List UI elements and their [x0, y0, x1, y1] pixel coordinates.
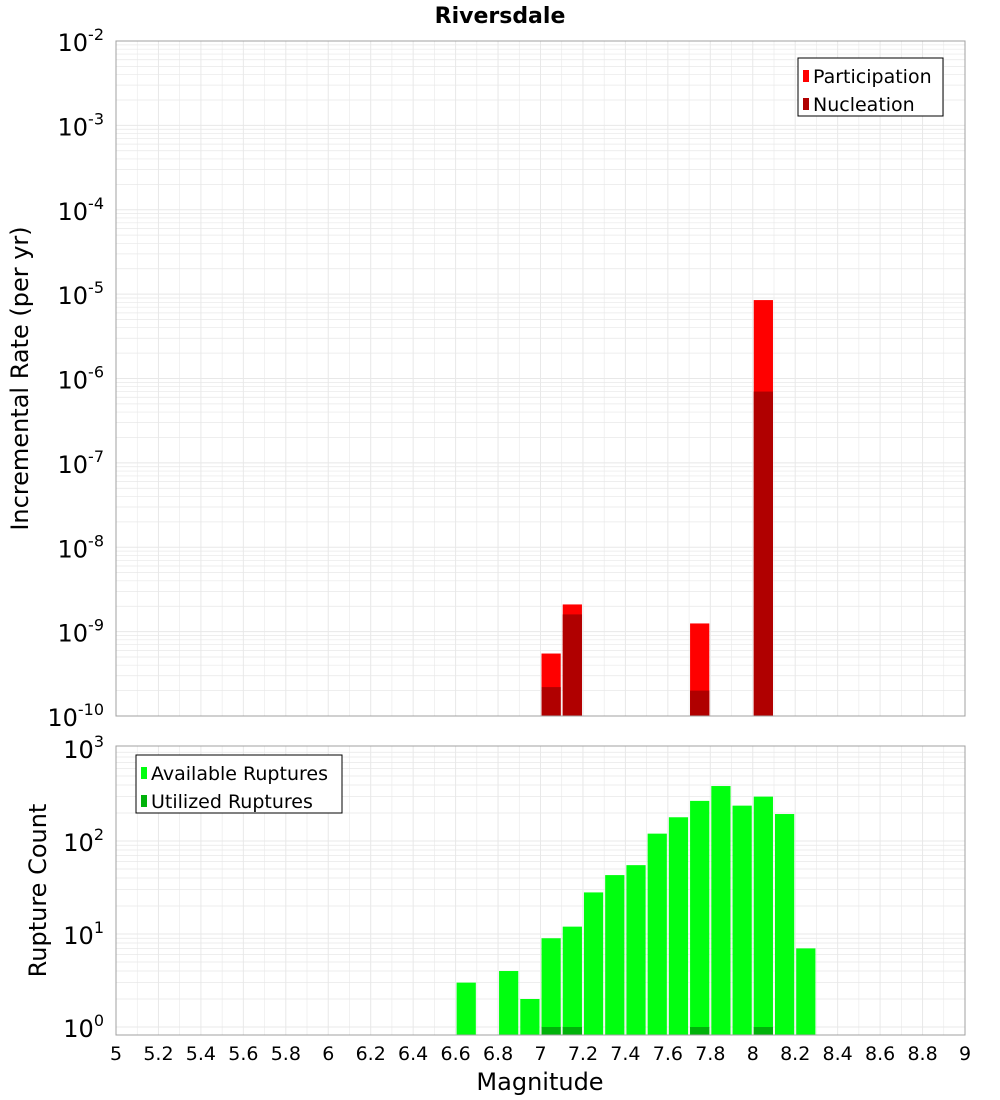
plot-frame [115, 40, 966, 717]
x-tick-label: 5 [110, 1043, 122, 1065]
legend-swatch [803, 98, 809, 110]
available-ruptures-bar [647, 833, 667, 1035]
plot-frame [115, 745, 966, 1036]
available-ruptures-bar [456, 982, 476, 1035]
available-ruptures-bar [732, 805, 752, 1035]
y-tick-label: 103 [63, 732, 104, 764]
x-tick-label: 6.6 [440, 1043, 470, 1065]
y-axis-label: Incremental Rate (per yr) [6, 226, 34, 530]
available-ruptures-bar [562, 926, 582, 1035]
legend-box [135, 754, 343, 814]
nucleation-bar [753, 391, 773, 716]
x-tick-label: 7.2 [568, 1043, 598, 1065]
y-tick-label: 10-10 [47, 700, 104, 732]
y-tick-label: 100 [63, 1011, 104, 1043]
x-tick-label: 8.2 [780, 1043, 810, 1065]
legend-swatch [141, 767, 147, 779]
available-ruptures-bar [668, 817, 689, 1035]
rate-panel: 10-10 10-9 10-8 10-7 10-6 10-5 10-4 10-3 10-2 Inc… [6, 25, 966, 732]
x-tick-label: 8 [747, 1043, 759, 1065]
available-ruptures-bar [520, 999, 540, 1035]
y-tick-label: 10-4 [58, 194, 105, 226]
x-axis-label: Magnitude [476, 1068, 603, 1096]
utilized-ruptures-bar [690, 1027, 710, 1035]
available-ruptures-bar [711, 786, 731, 1035]
legend-label: Nucleation [813, 94, 915, 116]
x-tick-label: 7.6 [653, 1043, 683, 1065]
y-tick-label: 101 [63, 918, 104, 950]
x-tick-label: 6.4 [398, 1043, 428, 1065]
legend-label: Utilized Ruptures [151, 791, 313, 813]
x-tick-label: 6.8 [483, 1043, 513, 1065]
legend-box [797, 57, 944, 117]
nucleation-bar [562, 614, 582, 716]
available-ruptures-bar [690, 800, 710, 1035]
y-axis-label: Rupture Count [24, 804, 52, 978]
utilized-ruptures-bar [562, 1027, 582, 1035]
x-tick-label: 9 [959, 1043, 971, 1065]
x-tick-label: 6.2 [356, 1043, 386, 1065]
legend-swatch [803, 70, 809, 82]
nucleation-bar [690, 690, 710, 716]
utilized-ruptures-bar [753, 1027, 773, 1035]
y-tick-label: 10-5 [58, 278, 105, 310]
x-tick-label: 8.6 [865, 1043, 895, 1065]
x-tick-label: 5.6 [228, 1043, 258, 1065]
legend-label: Available Ruptures [151, 763, 328, 785]
chart-title: Riversdale [435, 4, 566, 29]
x-tick-label: 8.8 [907, 1043, 937, 1065]
y-tick-label: 10-9 [58, 616, 105, 648]
available-ruptures-bar [605, 875, 625, 1035]
x-tick-label: 7 [534, 1043, 546, 1065]
available-ruptures-bar [541, 938, 561, 1035]
x-tick-label: 5.2 [143, 1043, 173, 1065]
x-tick-label: 7.4 [610, 1043, 640, 1065]
x-tick-label: 6 [322, 1043, 334, 1065]
available-ruptures-bar [583, 892, 604, 1035]
available-ruptures-bar [796, 948, 816, 1035]
x-tick-label: 5.4 [186, 1043, 216, 1065]
utilized-ruptures-bar [541, 1027, 561, 1035]
x-tick-label: 8.4 [823, 1043, 853, 1065]
y-tick-label: 10-2 [58, 25, 105, 57]
x-tick-label: 7.8 [695, 1043, 725, 1065]
rupture-count-panel: 100 101 102 103 Rupture Count Available Ruptu… [24, 732, 971, 1096]
x-tick-label: 5.8 [271, 1043, 301, 1065]
y-tick-label: 10-8 [58, 531, 105, 563]
y-tick-label: 10-6 [58, 363, 105, 395]
legend-swatch [141, 795, 147, 807]
y-tick-label: 10-7 [58, 447, 105, 479]
available-ruptures-bar [626, 865, 646, 1035]
nucleation-bar [541, 687, 561, 716]
available-ruptures-bar [753, 796, 773, 1035]
available-ruptures-bar [499, 971, 519, 1035]
y-tick-label: 10-3 [58, 109, 105, 141]
y-tick-label: 102 [63, 825, 104, 857]
available-ruptures-bar [774, 814, 795, 1035]
legend-label: Participation [813, 66, 932, 88]
